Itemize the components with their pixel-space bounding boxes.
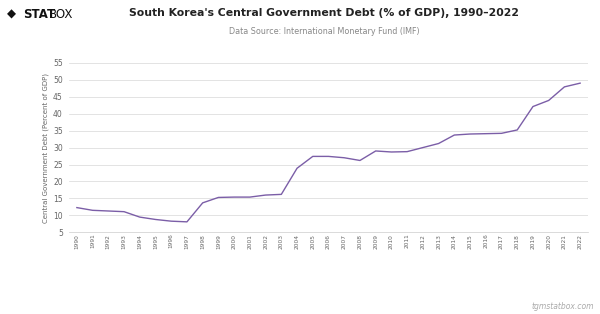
Text: South Korea's Central Government Debt (% of GDP), 1990–2022: South Korea's Central Government Debt (%… <box>129 8 519 18</box>
Text: tgmstatbox.com: tgmstatbox.com <box>532 302 594 311</box>
Text: ◆: ◆ <box>7 8 16 21</box>
Text: Data Source: International Monetary Fund (IMF): Data Source: International Monetary Fund… <box>229 27 419 36</box>
Text: STAT: STAT <box>23 8 55 21</box>
Text: BOX: BOX <box>49 8 74 21</box>
Y-axis label: Central Government Debt (Percent of GDP): Central Government Debt (Percent of GDP) <box>43 73 49 223</box>
